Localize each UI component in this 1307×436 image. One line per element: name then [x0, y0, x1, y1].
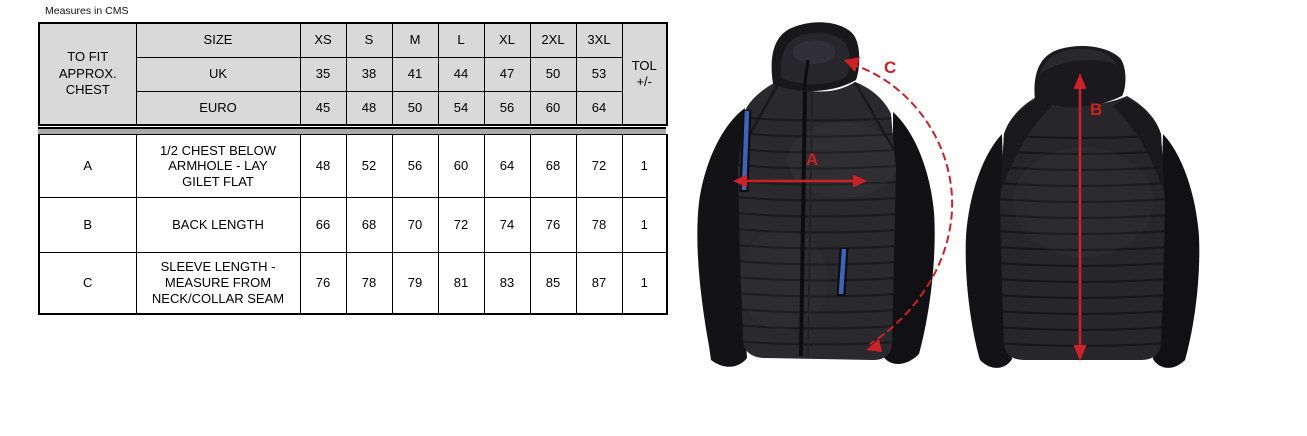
corner-header-cell: TO FIT APPROX. CHEST	[38, 22, 137, 126]
table-row-measure-a: A 1/2 CHEST BELOW ARMHOLE - LAY GILET FL…	[38, 134, 668, 198]
measurement-arrow-a	[733, 174, 867, 188]
measure-value: 70	[391, 197, 439, 253]
euro-value: 54	[437, 90, 485, 126]
front-left-sleeve	[697, 108, 747, 367]
uk-value: 50	[529, 56, 577, 92]
measure-value: 76	[529, 197, 577, 253]
euro-row-label: EURO	[135, 90, 301, 126]
measure-value: 74	[483, 197, 531, 253]
measure-value: 66	[299, 197, 347, 253]
front-center-zipper	[799, 89, 807, 357]
table-row-euro: EURO 45 48 50 54 56 60 64	[39, 90, 667, 126]
euro-value: 45	[299, 90, 347, 126]
measurement-arrow-b	[1073, 73, 1087, 361]
size-xl: XL	[483, 22, 531, 58]
measure-value: 68	[345, 197, 393, 253]
measure-code: C	[38, 252, 137, 314]
tol-value: 1	[621, 252, 668, 314]
back-left-sleeve	[965, 134, 1012, 368]
size-table-header: TO FIT APPROX. CHEST SIZE XS S M L XL 2X…	[38, 22, 668, 126]
tol-header-cell: TOL +/-	[621, 22, 668, 126]
measure-value: 48	[299, 134, 347, 198]
measure-code: A	[38, 134, 137, 198]
uk-value: 38	[345, 56, 393, 92]
size-row-label: SIZE	[135, 22, 301, 58]
measure-value: 64	[483, 134, 531, 198]
back-body	[1000, 96, 1165, 360]
measure-value: 81	[437, 252, 485, 314]
measure-value: 52	[345, 134, 393, 198]
euro-value: 56	[483, 90, 531, 126]
euro-value: 48	[345, 90, 393, 126]
measure-value: 76	[299, 252, 347, 314]
tol-value: 1	[621, 134, 668, 198]
front-collar-fleece	[793, 40, 835, 64]
jacket-front-image	[697, 22, 954, 367]
back-right-sleeve	[1153, 134, 1200, 368]
table-row-uk: UK 35 38 41 44 47 50 53	[39, 56, 667, 92]
measure-description: SLEEVE LENGTH - MEASURE FROM NECK/COLLAR…	[135, 252, 301, 314]
tol-label: TOL	[631, 58, 657, 74]
uk-value: 35	[299, 56, 347, 92]
measure-value: 72	[437, 197, 485, 253]
measure-description: 1/2 CHEST BELOW ARMHOLE - LAY GILET FLAT	[135, 134, 301, 198]
uk-value: 41	[391, 56, 439, 92]
uk-value: 44	[437, 56, 485, 92]
measure-value: 83	[483, 252, 531, 314]
back-quilt-lines	[1000, 98, 1165, 347]
size-s: S	[345, 22, 393, 58]
jacket-back-image	[965, 45, 1200, 368]
measure-value: 68	[529, 134, 577, 198]
measurement-label-a: A	[806, 150, 819, 169]
measure-value: 87	[575, 252, 623, 314]
size-xs: XS	[299, 22, 347, 58]
measure-value: 60	[437, 134, 485, 198]
front-quilt-lines	[738, 80, 896, 346]
euro-value: 64	[575, 90, 623, 126]
size-l: L	[437, 22, 485, 58]
front-right-sleeve	[883, 112, 935, 364]
euro-value: 50	[391, 90, 439, 126]
size-2xl: 2XL	[529, 22, 577, 58]
measure-value: 79	[391, 252, 439, 314]
measure-value: 72	[575, 134, 623, 198]
measures-note: Measures in CMS	[45, 5, 129, 17]
table-row-measure-b: B BACK LENGTH 66 68 70 72 74 76 78 1	[38, 197, 668, 253]
measure-description: BACK LENGTH	[135, 197, 301, 253]
measurement-label-c: C	[884, 58, 897, 77]
uk-value: 47	[483, 56, 531, 92]
measurement-arrow-c	[844, 57, 954, 352]
header-body-divider	[38, 127, 666, 134]
measure-value: 56	[391, 134, 439, 198]
size-m: M	[391, 22, 439, 58]
table-row-size: TO FIT APPROX. CHEST SIZE XS S M L XL 2X…	[38, 22, 668, 126]
tol-sign: +/-	[636, 74, 653, 89]
uk-value: 53	[575, 56, 623, 92]
measure-value: 78	[575, 197, 623, 253]
back-collar-top	[1040, 48, 1117, 74]
table-row-measure-c: C SLEEVE LENGTH - MEASURE FROM NECK/COLL…	[38, 252, 668, 314]
front-body	[738, 80, 896, 360]
measure-value: 85	[529, 252, 577, 314]
size-table-body: A 1/2 CHEST BELOW ARMHOLE - LAY GILET FL…	[38, 134, 668, 315]
size-3xl: 3XL	[575, 22, 623, 58]
measure-code: B	[38, 197, 137, 253]
front-pocket-zipper-blue	[838, 248, 847, 295]
size-table: TO FIT APPROX. CHEST SIZE XS S M L XL 2X…	[38, 22, 668, 315]
uk-row-label: UK	[135, 56, 301, 92]
measurement-label-b: B	[1090, 100, 1103, 119]
front-placket-seam	[807, 91, 813, 357]
euro-value: 60	[529, 90, 577, 126]
tol-value: 1	[621, 197, 668, 253]
front-collar-zip	[802, 59, 810, 91]
measure-value: 78	[345, 252, 393, 314]
